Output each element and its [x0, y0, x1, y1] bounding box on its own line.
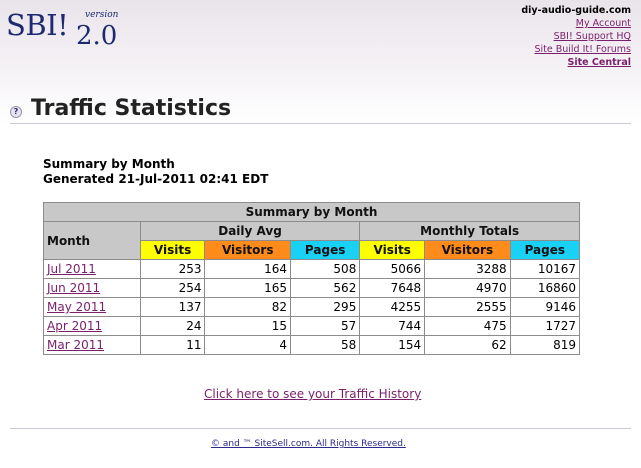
- table-row: May 2011 137 82 295 4255 2555 9146: [43, 297, 581, 317]
- monthly-visitors-cell: 475: [424, 316, 511, 336]
- daily-pages-header: Pages: [289, 240, 361, 260]
- month-cell: May 2011: [43, 297, 141, 317]
- month-link[interactable]: Jun 2011: [47, 281, 101, 295]
- month-header: Month: [43, 221, 141, 260]
- monthly-visitors-cell: 3288: [424, 259, 511, 279]
- monthly-pages-cell: 819: [509, 335, 581, 355]
- daily-visits-cell: 253: [139, 259, 206, 279]
- monthly-visits-cell: 4255: [359, 297, 426, 317]
- table-row: Jun 2011 254 165 562 7648 4970 16860: [43, 278, 581, 298]
- site-links: diy-audio-guide.com My Account SBI! Supp…: [521, 4, 631, 69]
- site-domain: diy-audio-guide.com: [521, 5, 631, 16]
- monthly-visitors-header: Visitors: [424, 240, 511, 260]
- page-title: Traffic Statistics: [31, 96, 232, 121]
- daily-visitors-cell: 15: [204, 316, 291, 336]
- support-hq-link[interactable]: SBI! Support HQ: [553, 31, 631, 42]
- monthly-pages-cell: 1727: [509, 316, 581, 336]
- table-row: Apr 2011 24 15 57 744 475 1727: [43, 316, 581, 336]
- site-central-link[interactable]: Site Central: [567, 57, 631, 68]
- daily-visitors-cell: 82: [204, 297, 291, 317]
- daily-visits-cell: 11: [139, 335, 206, 355]
- daily-visitors-cell: 165: [204, 278, 291, 298]
- daily-visits-cell: 24: [139, 316, 206, 336]
- monthly-visits-cell: 7648: [359, 278, 426, 298]
- daily-visitors-cell: 164: [204, 259, 291, 279]
- month-cell: Jun 2011: [43, 278, 141, 298]
- summary-heading: Summary by Month: [43, 157, 175, 171]
- daily-visits-cell: 137: [139, 297, 206, 317]
- monthly-pages-header: Pages: [509, 240, 581, 260]
- summary-table: Summary by Month Month Daily Avg Monthly…: [43, 202, 581, 355]
- generated-timestamp: Generated 21-Jul-2011 02:41 EDT: [43, 172, 269, 186]
- monthly-visitors-cell: 4970: [424, 278, 511, 298]
- traffic-history-link[interactable]: Click here to see your Traffic History: [204, 387, 422, 401]
- help-icon[interactable]: ?: [10, 106, 22, 118]
- table-row: Mar 2011 11 4 58 154 62 819: [43, 335, 581, 355]
- forums-link[interactable]: Site Build It! Forums: [534, 44, 631, 55]
- monthly-visits-cell: 5066: [359, 259, 426, 279]
- header-band: [0, 0, 641, 125]
- month-cell: Jul 2011: [43, 259, 141, 279]
- my-account-link[interactable]: My Account: [575, 18, 631, 29]
- daily-visits-header: Visits: [139, 240, 206, 260]
- monthly-pages-cell: 10167: [509, 259, 581, 279]
- monthly-visitors-cell: 2555: [424, 297, 511, 317]
- logo-brand: SBI!: [6, 8, 69, 42]
- title-divider: [10, 123, 631, 124]
- daily-avg-header: Daily Avg: [139, 221, 361, 241]
- month-cell: Apr 2011: [43, 316, 141, 336]
- month-cell: Mar 2011: [43, 335, 141, 355]
- footer-divider: [10, 428, 631, 429]
- monthly-visitors-cell: 62: [424, 335, 511, 355]
- daily-pages-cell: 562: [289, 278, 361, 298]
- month-link[interactable]: May 2011: [47, 300, 107, 314]
- daily-pages-cell: 295: [289, 297, 361, 317]
- copyright-link[interactable]: © and ™ SiteSell.com. All Rights Reserve…: [211, 439, 406, 449]
- logo-version-word: version: [85, 10, 119, 20]
- daily-pages-cell: 58: [289, 335, 361, 355]
- monthly-visits-cell: 744: [359, 316, 426, 336]
- month-link[interactable]: Mar 2011: [47, 338, 104, 352]
- daily-visitors-cell: 4: [204, 335, 291, 355]
- summary-heading-block: Summary by Month Generated 21-Jul-2011 0…: [43, 157, 268, 187]
- monthly-totals-header: Monthly Totals: [359, 221, 580, 241]
- monthly-visits-cell: 154: [359, 335, 426, 355]
- daily-visits-cell: 254: [139, 278, 206, 298]
- month-link[interactable]: Apr 2011: [47, 319, 103, 333]
- table-row: Jul 2011 253 164 508 5066 3288 10167: [43, 259, 581, 279]
- daily-pages-cell: 57: [289, 316, 361, 336]
- monthly-pages-cell: 9146: [509, 297, 581, 317]
- month-link[interactable]: Jul 2011: [47, 262, 96, 276]
- monthly-pages-cell: 16860: [509, 278, 581, 298]
- daily-visitors-header: Visitors: [204, 240, 291, 260]
- logo-version-number: 2.0: [76, 21, 118, 51]
- table-caption: Summary by Month: [43, 202, 580, 222]
- daily-pages-cell: 508: [289, 259, 361, 279]
- monthly-visits-header: Visits: [359, 240, 426, 260]
